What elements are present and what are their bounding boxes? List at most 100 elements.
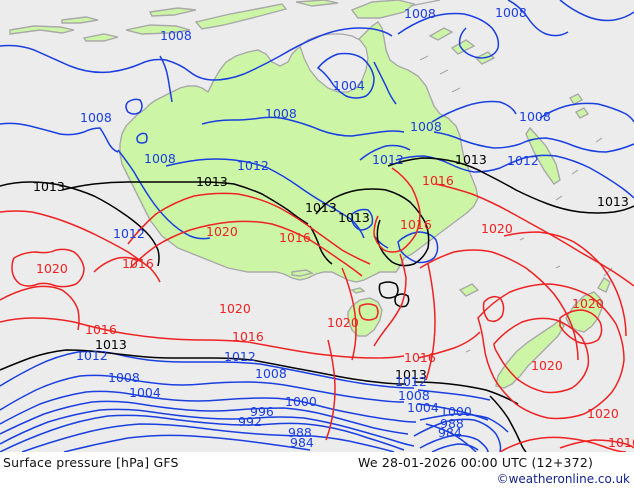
- reef-marks-a: [419, 55, 461, 93]
- isobar-1004-tail: [373, 61, 397, 105]
- isobar-1016-qld-close: [373, 253, 407, 347]
- isobar-1016-vert-east: [425, 263, 436, 381]
- isobar-1020-ne-arc: [419, 249, 579, 361]
- isobar-label-text: 1008: [519, 109, 551, 124]
- isobar-label-text: 1012: [113, 226, 145, 241]
- isobar-label: 1020: [481, 221, 513, 236]
- isobar-label: 1020: [327, 315, 359, 330]
- isobar-1008-bottom: [0, 374, 405, 411]
- isobar-label-text: 1020: [36, 261, 68, 276]
- footer-copyright: ©weatheronline.co.uk: [496, 472, 630, 486]
- isobar-label: 1016: [400, 217, 432, 232]
- island-chain-nusa-tenggara: [9, 25, 75, 35]
- kangaroo-island: [291, 269, 315, 277]
- isobar-label-text: 1008: [144, 151, 176, 166]
- isobar-label: 1013: [338, 210, 370, 225]
- isobar-1016-south-australia: [129, 220, 363, 277]
- isobar-1012-se-bottom: [0, 350, 415, 389]
- surface-pressure-map: 1008 1008 1008 1004 1008 1008 1008 1008 1008 1012…: [0, 0, 634, 452]
- isobar-1008-north-tip: [507, 0, 569, 37]
- isobar-label-text: 1013: [33, 179, 65, 194]
- isobar-label-text: 1020: [206, 224, 238, 239]
- isobar-label: 1012: [224, 349, 256, 364]
- isobar-1013-east-loop: [315, 188, 430, 267]
- isobar-small-loop-nw2: [136, 132, 148, 144]
- isobar-label: 1008: [255, 366, 287, 381]
- isobar-label-text: 1008: [495, 5, 527, 20]
- isobar-label-text: 1013: [305, 200, 337, 215]
- isobar-label: 1000: [285, 394, 317, 409]
- isobar-label: 1013: [597, 194, 629, 209]
- new-zealand-north-tip: [597, 277, 611, 293]
- isobar-label: 1013: [395, 367, 427, 382]
- isobar-label: 1016: [404, 350, 436, 365]
- isobar-label-text: 1016: [422, 173, 454, 188]
- isobar-1012-se-b2: [417, 389, 491, 401]
- isobar-label: 1000: [440, 404, 472, 419]
- new-zealand-north-island: [565, 291, 603, 333]
- isobar-label-text: 1012: [237, 158, 269, 173]
- island-solomon-a: [428, 27, 454, 41]
- isobar-nz-spiral-b: [419, 434, 489, 452]
- isobar-label: 1012: [76, 348, 108, 363]
- isobar-label-text: 1016: [122, 256, 154, 271]
- isobar-1008-e3: [539, 102, 634, 123]
- isobar-label-text: 996: [250, 404, 274, 419]
- small-island-bass: [350, 287, 366, 294]
- isobar-1012-south: [165, 158, 365, 239]
- isobar-label-text: 988: [440, 416, 464, 431]
- isobar-label-text: 1020: [572, 296, 604, 311]
- island-flores: [125, 24, 191, 35]
- isobar-small-loop-nw: [125, 98, 143, 115]
- isobar-label: 1008: [404, 6, 436, 21]
- isobar-1020-small-loop: [482, 295, 505, 323]
- isobar-1013-central: [61, 181, 309, 225]
- isobar-label: 1013: [455, 152, 487, 167]
- isobar-1008-north-west: [0, 27, 393, 81]
- isobar-1012-ne-small: [359, 144, 411, 161]
- isobar-label-text: 1013: [597, 194, 629, 209]
- isobar-label-text: 1008: [255, 366, 287, 381]
- isobars-mid: [0, 157, 634, 452]
- isobar-label-text: 984: [290, 435, 314, 450]
- isobar-label: 988: [288, 425, 312, 440]
- isobar-label: 1004: [129, 385, 161, 400]
- isobar-label-text: 1000: [285, 394, 317, 409]
- isobar-1020-nz-outer: [477, 283, 625, 420]
- isobar-label-text: 1004: [333, 78, 365, 93]
- isobar-1004-bottom: [0, 390, 417, 425]
- island-small-b: [148, 7, 197, 17]
- isobar-label: 1013: [33, 179, 65, 194]
- isobar-1020-nz-inner: [493, 317, 590, 394]
- isobar-label-text: 1012: [224, 349, 256, 364]
- offshore-dots: [465, 237, 561, 353]
- island-fiji-a: [458, 283, 480, 297]
- isobar-label: 1012: [372, 152, 404, 167]
- isobar-label: 1016: [122, 256, 154, 271]
- isobar-1020-central: [127, 192, 371, 265]
- isobar-label: 1020: [206, 224, 238, 239]
- isobar-label-text: 1008: [80, 110, 112, 125]
- isobar-1013-se-bottom: [0, 349, 407, 385]
- isobar-1013-se-bottom2: [413, 381, 519, 405]
- isobar-label: 1008: [495, 5, 527, 20]
- isobar-label-text: 1016: [232, 329, 264, 344]
- isobar-label: 984: [290, 435, 314, 450]
- island-small-a: [61, 16, 99, 24]
- isobar-label-text: 1016: [400, 217, 432, 232]
- isobar-label-text: 1020: [481, 221, 513, 236]
- isobar-label: 1013: [95, 337, 127, 352]
- isobar-label-text: 1004: [407, 400, 439, 415]
- isobar-label: 1012: [507, 153, 539, 168]
- island-sumba: [82, 33, 119, 42]
- map-footer: Surface pressure [hPa] GFS We 28-01-2026…: [0, 452, 634, 490]
- isobar-1013-loop-close: [309, 225, 333, 265]
- coastline-detail-layer: [409, 0, 613, 353]
- isobar-label-text: 1008: [160, 28, 192, 43]
- isobar-1008-center: [201, 116, 405, 137]
- isobar-988-bottom: [21, 423, 395, 452]
- isobar-1020-nz-small: [559, 309, 603, 345]
- isobar-label-text: 1008: [404, 6, 436, 21]
